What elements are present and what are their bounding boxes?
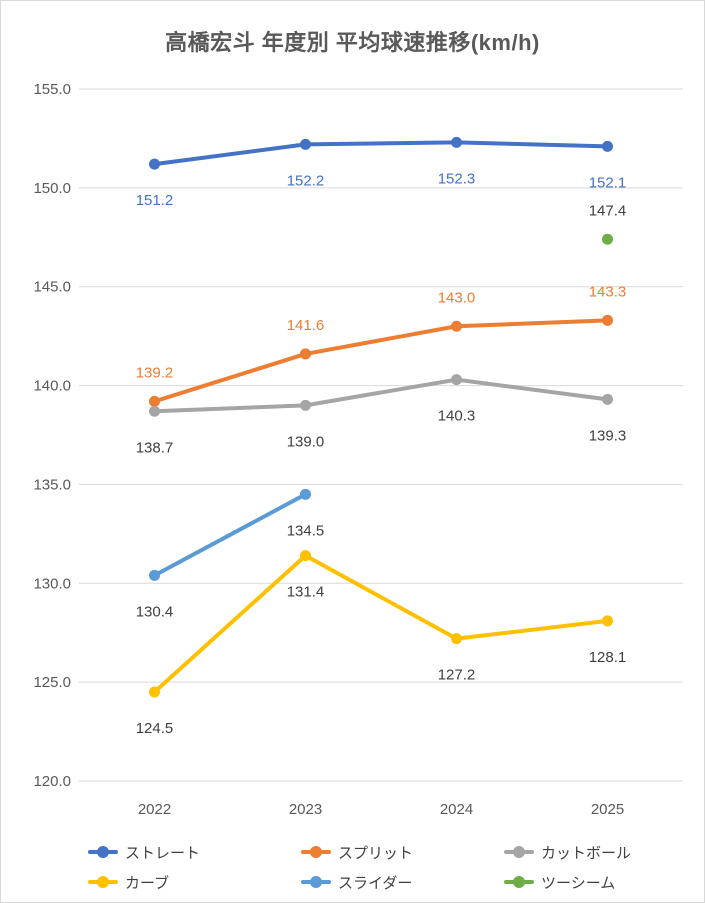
legend-line-marker-icon [301,846,331,858]
data-label-curve-2022: 124.5 [136,720,174,737]
data-label-split-2022: 139.2 [136,364,174,381]
chart-legend: ストレート スプリット カットボールカーブ スライダー ツーシーム [1,837,704,897]
data-label-curve-2025: 128.1 [589,649,627,666]
data-label-straight-2022: 151.2 [136,192,174,209]
legend-label: スプリット [338,844,414,862]
data-label-cutball-2025: 139.3 [589,427,627,444]
legend-label: カーブ [125,874,170,892]
data-label-curve-2023: 131.4 [287,584,325,601]
x-axis-label: 2022 [138,801,171,818]
data-label-two-seam-2025: 147.4 [589,202,627,219]
legend-line-marker-icon [88,876,118,888]
legend-item-curve: カーブ [88,867,301,897]
series-line-slider [152,492,308,578]
data-label-cutball-2024: 140.3 [438,408,476,425]
chart-plot-area: 155.0 150.0 145.0 140.0 135.0 130.0 125.0 120.0… [33,81,683,818]
chart-title: 高橋宏斗 年度別 平均球速推移(km/h) [165,30,540,55]
data-label-cutball-2023: 139.0 [287,433,325,450]
data-label-straight-2025: 152.1 [589,174,627,191]
y-axis-tick-label: 120.0 [33,773,71,790]
legend-line-marker-icon [88,846,118,858]
data-label-curve-2024: 127.2 [438,667,476,684]
legend-label: ストレート [125,844,201,862]
legend-item-cutball: カットボール [504,837,631,867]
legend-label: スライダー [338,874,413,892]
data-point-curve-2022 [149,686,160,698]
y-axis-tick-label: 125.0 [33,674,71,691]
data-label-straight-2024: 152.3 [438,170,476,187]
legend-dot-icon [513,876,525,888]
data-point-cutball-2022 [149,405,160,417]
legend-dot-icon [310,846,322,858]
data-label-cutball-2022: 138.7 [136,439,174,456]
y-axis-tick-label: 150.0 [33,180,71,197]
legend-dot-icon [513,846,525,858]
data-label-slider-2022: 130.4 [136,603,174,620]
legend-line-marker-icon [504,846,534,858]
data-point-split-2025 [602,314,613,326]
data-point-slider-2023 [300,488,311,500]
data-point-straight-2024 [451,136,462,148]
y-axis-tick-label: 130.0 [33,575,71,592]
legend-label: カットボール [541,844,632,862]
legend-line-marker-icon [504,876,534,888]
data-point-split-2022 [149,395,160,407]
data-point-curve-2023 [300,550,311,562]
series-line-split [152,318,610,404]
legend-item-slider: スライダー [301,867,504,897]
x-axis-label: 2024 [440,801,473,818]
data-point-cutball-2025 [602,393,613,405]
legend-item-two-seam: ツーシーム [504,867,631,897]
legend-label: ツーシーム [541,874,616,892]
data-point-straight-2025 [602,140,613,152]
y-axis-tick-label: 135.0 [33,476,71,493]
data-label-split-2025: 143.3 [589,283,627,300]
data-point-straight-2023 [300,138,311,150]
x-axis-label: 2025 [591,801,624,818]
legend-dot-icon [97,876,109,888]
series-line-straight [152,140,610,167]
series-line-cutball [152,377,610,414]
y-axis-tick-label: 140.0 [33,378,71,395]
legend-item-straight: ストレート [88,837,301,867]
data-point-slider-2022 [149,569,160,581]
data-point-cutball-2023 [300,399,311,411]
series-line-curve [152,553,610,695]
data-label-split-2024: 143.0 [438,289,476,306]
legend-item-split: スプリット [301,837,504,867]
legend-dot-icon [97,846,109,858]
data-point-split-2023 [300,348,311,360]
legend-line-marker-icon [301,876,331,888]
data-point-curve-2024 [451,633,462,645]
data-point-cutball-2024 [451,374,462,386]
data-label-slider-2023: 134.5 [287,522,325,539]
data-point-curve-2025 [602,615,613,627]
y-axis-tick-label: 145.0 [33,279,71,296]
x-axis-label: 2023 [289,801,322,818]
legend-dot-icon [310,876,322,888]
data-point-split-2024 [451,320,462,332]
data-point-two-seam-2025 [602,233,613,245]
y-axis-tick-label: 155.0 [33,81,71,98]
data-label-straight-2023: 152.2 [287,172,325,189]
data-point-straight-2022 [149,158,160,170]
data-label-split-2023: 141.6 [287,317,325,334]
